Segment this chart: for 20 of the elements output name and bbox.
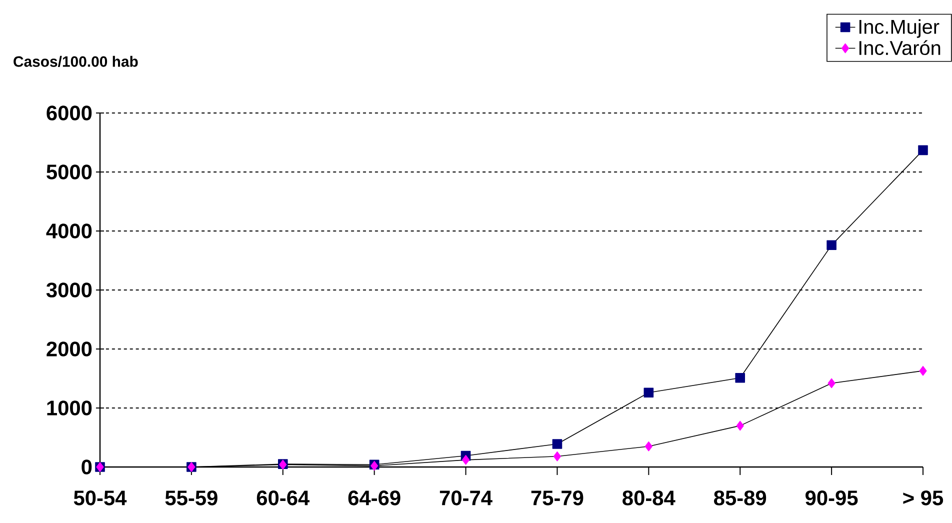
- y-tick-label: 0: [82, 460, 92, 474]
- x-tick-label: 64-69: [348, 490, 400, 506]
- x-tick-label: 55-59: [165, 490, 218, 506]
- x-tick-label: 75-79: [531, 490, 584, 506]
- x-tick-label: > 95: [903, 490, 944, 506]
- y-tick-label: 1000: [47, 400, 92, 416]
- x-tick-label: 70-74: [440, 490, 492, 506]
- y-tick-label: 2000: [46, 342, 92, 356]
- legend-label: Inc.Varón: [859, 40, 940, 56]
- x-tick-label: 85-89: [714, 490, 766, 506]
- x-tick-label: 50-54: [74, 490, 127, 506]
- legend-label: Inc.Mujer: [859, 19, 940, 38]
- y-axis-title: Casos/100.00 hab: [14, 56, 138, 67]
- x-tick-label: 80-84: [622, 490, 676, 506]
- y-tick-label: 6000: [46, 106, 92, 120]
- y-tick-label: 3000: [46, 282, 92, 298]
- y-tick-label: 4000: [46, 224, 92, 238]
- x-tick-label: 60-64: [256, 490, 310, 506]
- y-tick-label: 5000: [46, 164, 92, 180]
- x-tick-label: 90-95: [806, 490, 858, 506]
